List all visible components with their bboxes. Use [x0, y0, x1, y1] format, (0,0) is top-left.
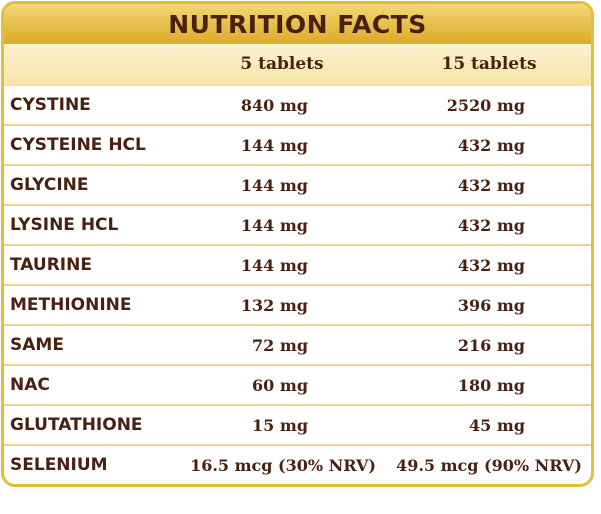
nutrient-name: LYSINE HCL [10, 215, 119, 235]
nutrient-name: CYSTINE [10, 95, 91, 115]
amount-5-tablets: 132 mg [240, 296, 308, 315]
amount-5-tablets: 144 mg [240, 136, 308, 155]
amount-5-tablets: 15 mg [252, 416, 308, 435]
table-row: GLUTATHIONE 15 mg 45 mg [4, 406, 591, 446]
nutrient-name: SAME [10, 335, 64, 355]
amount-15-tablets: 396 mg [457, 296, 525, 315]
table-row: NAC 60 mg 180 mg [4, 366, 591, 406]
column-header-band [4, 44, 591, 86]
amount-5-tablets: 144 mg [240, 176, 308, 195]
amount-5-tablets: 16.5 mcg (30% NRV) [190, 456, 376, 475]
table-row: METHIONINE 132 mg 396 mg [4, 286, 591, 326]
amount-5-tablets: 144 mg [240, 216, 308, 235]
nutrient-name: NAC [10, 375, 50, 395]
nutrient-name: TAURINE [10, 255, 92, 275]
nutrition-facts-panel: NUTRITION FACTS 5 tablets 15 tablets CYS… [1, 1, 594, 487]
page-title: NUTRITION FACTS [168, 9, 427, 39]
nutrient-name: GLUTATHIONE [10, 415, 143, 435]
nutrient-name: CYSTEINE HCL [10, 135, 146, 155]
table-row: CYSTEINE HCL 144 mg 432 mg [4, 126, 591, 166]
amount-5-tablets: 72 mg [252, 336, 308, 355]
amount-15-tablets: 432 mg [457, 176, 525, 195]
column-header-15-tablets: 15 tablets [441, 54, 537, 74]
table-row: LYSINE HCL 144 mg 432 mg [4, 206, 591, 246]
amount-5-tablets: 144 mg [240, 256, 308, 275]
table-row: CYSTINE 840 mg 2520 mg [4, 86, 591, 126]
nutrient-name: GLYCINE [10, 175, 89, 195]
amount-15-tablets: 49.5 mcg (90% NRV) [396, 456, 582, 475]
nutrient-name: SELENIUM [10, 455, 108, 475]
nutrient-name: METHIONINE [10, 295, 132, 315]
amount-15-tablets: 432 mg [457, 136, 525, 155]
table-row: TAURINE 144 mg 432 mg [4, 246, 591, 286]
table-row: GLYCINE 144 mg 432 mg [4, 166, 591, 206]
amount-15-tablets: 45 mg [469, 416, 525, 435]
table-row: SAME 72 mg 216 mg [4, 326, 591, 366]
column-header-5-tablets: 5 tablets [240, 54, 324, 74]
header-bar: NUTRITION FACTS [4, 4, 591, 44]
amount-15-tablets: 432 mg [457, 216, 525, 235]
amount-15-tablets: 432 mg [457, 256, 525, 275]
table-row: SELENIUM 16.5 mcg (30% NRV) 49.5 mcg (90… [4, 446, 591, 484]
amount-15-tablets: 216 mg [457, 336, 525, 355]
amount-15-tablets: 180 mg [457, 376, 525, 395]
amount-5-tablets: 840 mg [240, 96, 308, 115]
amount-15-tablets: 2520 mg [446, 96, 525, 115]
amount-5-tablets: 60 mg [252, 376, 308, 395]
